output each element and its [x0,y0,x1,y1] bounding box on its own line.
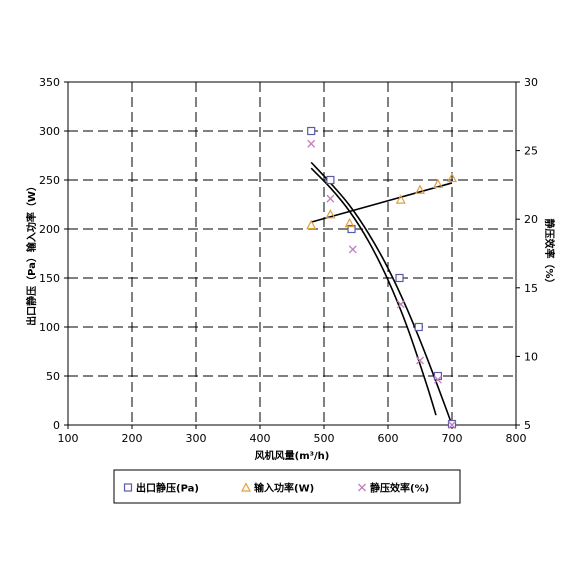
grid [68,82,516,425]
trendline [310,182,453,223]
y-left-tick-label: 0 [53,419,60,432]
x-tick-label: 400 [250,432,271,445]
legend-label: 出口静压(Pa) [136,482,199,495]
y-right-axis-title: 静压效率（%） [543,218,556,288]
plot-border [67,81,517,426]
data-point-x [326,194,335,203]
y-right-tick-labels: 5 10 15 20 25 30 [516,76,538,432]
trendline [310,167,437,416]
y-left-tick-label: 350 [39,76,60,89]
data-point-square [326,175,335,185]
y-left-tick-label: 200 [39,223,60,236]
legend: 出口静压(Pa) 输入功率(W) 静压效率(%) [113,469,461,504]
y-left-axis-title: 出口静压（Pa）输入功率（W） [25,181,38,326]
data-point-triangle [344,217,355,228]
data-point-square [433,371,443,381]
x-tick-label: 200 [122,432,143,445]
legend-label: 输入功率(W) [254,482,314,495]
x-tick-label: 500 [314,432,335,445]
y-left-tick-label: 150 [39,272,60,285]
data-point-x [448,421,456,429]
legend-box [113,469,461,504]
trendline [310,161,453,426]
data-point-square [395,273,404,283]
data-point-x [433,375,442,384]
x-tick-label: 700 [442,432,463,445]
x-tick-label: 800 [506,432,527,445]
data-point-triangle [325,209,336,219]
data-point-square [307,126,316,136]
data-point-x [416,356,424,365]
legend-marker [358,483,366,492]
y-right-tick-label: 30 [524,76,538,89]
data-point-x [348,245,357,254]
y-right-tick-label: 15 [524,282,538,295]
y-left-tick-label: 100 [39,321,60,334]
y-right-tick-label: 20 [524,213,538,226]
x-axis-title: 风机风量(m³/h) [255,449,330,462]
data-point-x [307,139,316,148]
y-right-tick-label: 10 [524,350,538,363]
x-tick-label: 300 [186,432,207,445]
data-point-triangle [415,184,425,194]
trendlines [310,161,453,426]
data-point-square [447,419,457,429]
legend-marker [123,483,133,492]
x-tick-label: 600 [378,432,399,445]
legend-marker [241,482,251,492]
data-point-square [414,322,423,332]
data-point-triangle [432,178,443,189]
x-tick-label: 100 [58,432,79,445]
y-left-tick-labels: 0 50 100 150 200 250 300 350 [39,76,68,432]
y-left-tick-label: 300 [39,125,60,138]
data-marks [306,126,457,429]
y-left-tick-label: 50 [46,370,60,383]
data-point-triangle [447,172,457,183]
x-tick-labels: 100 200 300 400 500 600 700 800 [58,425,527,445]
data-point-triangle [395,194,406,204]
y-right-tick-label: 25 [524,145,538,158]
legend-label: 静压效率(%) [370,482,429,495]
data-point-triangle [306,219,317,230]
y-left-tick-label: 250 [39,174,60,187]
y-right-tick-label: 5 [524,419,531,432]
data-point-x [396,300,405,309]
data-point-square [347,224,356,234]
